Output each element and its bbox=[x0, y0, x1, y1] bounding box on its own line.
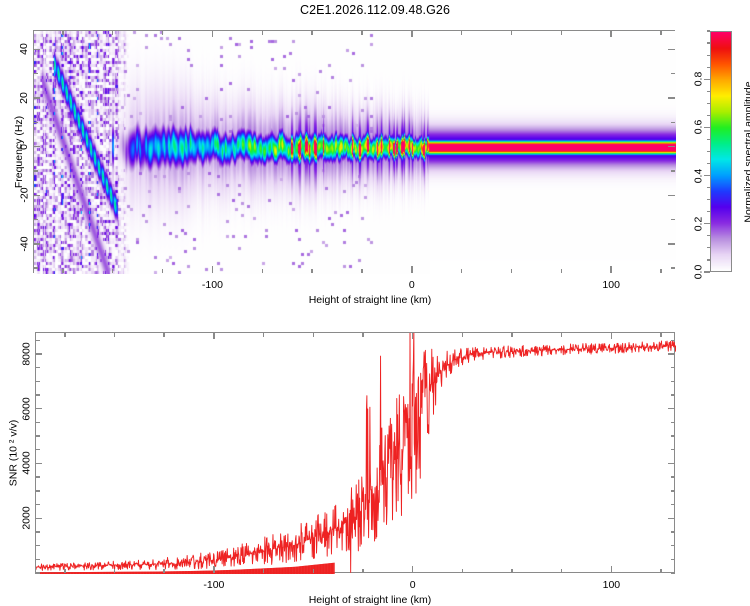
y-tick-label: 2000 bbox=[20, 506, 33, 530]
x-tick-label: 100 bbox=[602, 279, 620, 291]
colorbar-tick-label: 0.6 bbox=[691, 120, 704, 135]
x-tick-label: 0 bbox=[408, 279, 415, 291]
x-tick-label: -100 bbox=[201, 279, 223, 291]
snr-trace bbox=[36, 333, 676, 574]
snr-plot-frame bbox=[35, 332, 676, 574]
x-tick-label: 0 bbox=[409, 579, 416, 591]
colorbar-label: Normalized spectral amplitude bbox=[742, 80, 750, 223]
y-tick-label: -40 bbox=[18, 236, 31, 252]
colorbar-tick-label: 0.8 bbox=[691, 71, 704, 87]
y-tick-label: 6000 bbox=[20, 396, 33, 421]
colorbar-tick bbox=[704, 223, 710, 225]
colorbar-tick-label: 0.4 bbox=[691, 168, 704, 183]
colorbar-tick bbox=[706, 66, 710, 68]
snr-x-axis-label: Height of straight line (km) bbox=[308, 594, 432, 606]
y-tick-label: 20 bbox=[17, 92, 30, 104]
snr-y-axis-label: SNR (10 ² v/v) bbox=[6, 419, 19, 486]
y-tick-label: 40 bbox=[17, 43, 30, 56]
colorbar-tick bbox=[706, 199, 710, 201]
colorbar-tick bbox=[706, 150, 710, 153]
y-tick-label: 8000 bbox=[20, 342, 33, 366]
colorbar-tick bbox=[706, 259, 710, 261]
colorbar-tick bbox=[706, 90, 710, 92]
x-tick-label: 100 bbox=[602, 579, 621, 591]
spectrogram-image bbox=[34, 31, 676, 274]
colorbar-tick bbox=[706, 102, 710, 104]
colorbar-tick bbox=[706, 54, 710, 56]
colorbar-tick bbox=[704, 78, 710, 80]
figure-title: C2E1.2026.112.09.48.G26 bbox=[299, 3, 451, 17]
colorbar-tick-label: 0.2 bbox=[691, 216, 704, 232]
x-tick-label: -100 bbox=[203, 579, 225, 591]
colorbar-tick bbox=[706, 235, 710, 237]
y-tick-label: -20 bbox=[18, 187, 31, 203]
y-tick-label: 4000 bbox=[20, 451, 33, 476]
spectrogram-y-axis-label: Frequency (Hz) bbox=[13, 115, 25, 188]
colorbar-tick bbox=[704, 271, 710, 273]
colorbar bbox=[710, 31, 732, 272]
colorbar-tick bbox=[704, 126, 710, 128]
colorbar-tick bbox=[706, 162, 710, 165]
colorbar-tick bbox=[704, 175, 710, 177]
spectrogram-plot-frame bbox=[33, 30, 676, 274]
colorbar-tick bbox=[706, 247, 710, 249]
colorbar-tick bbox=[706, 138, 710, 141]
colorbar-tick bbox=[706, 114, 710, 116]
colorbar-tick bbox=[706, 42, 710, 44]
colorbar-tick bbox=[706, 187, 710, 189]
colorbar-tick bbox=[706, 211, 710, 213]
spectrogram-x-axis-label: Height of straight line (km) bbox=[308, 294, 432, 306]
colorbar-tick bbox=[706, 30, 710, 32]
colorbar-tick-label: 0.0 bbox=[691, 264, 704, 280]
